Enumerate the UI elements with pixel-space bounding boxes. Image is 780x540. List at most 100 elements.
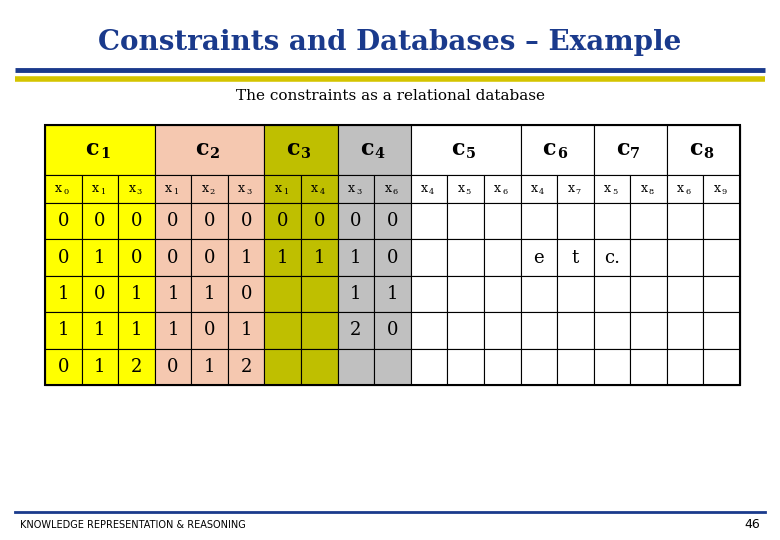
Text: 0: 0 xyxy=(167,358,179,376)
Text: c: c xyxy=(615,138,629,160)
Bar xyxy=(484,239,520,276)
Text: 5: 5 xyxy=(612,187,617,195)
Bar xyxy=(82,239,118,276)
Bar xyxy=(667,349,704,385)
Text: x: x xyxy=(531,181,538,194)
Text: 3: 3 xyxy=(246,187,251,195)
Bar xyxy=(630,175,667,203)
Text: 1: 1 xyxy=(94,248,105,267)
Text: c: c xyxy=(85,138,99,160)
Bar xyxy=(557,312,594,349)
Bar xyxy=(301,312,338,349)
Text: c: c xyxy=(689,138,703,160)
Text: 1: 1 xyxy=(131,285,142,303)
Bar xyxy=(448,239,484,276)
Bar xyxy=(45,125,154,175)
Bar xyxy=(82,276,118,312)
Text: 7: 7 xyxy=(630,147,640,161)
Bar xyxy=(118,349,154,385)
Text: x: x xyxy=(458,181,465,194)
Bar xyxy=(191,349,228,385)
Text: 0: 0 xyxy=(240,212,252,230)
Bar xyxy=(520,125,594,175)
Text: 4: 4 xyxy=(374,147,385,161)
Bar xyxy=(411,203,448,239)
Text: c.: c. xyxy=(604,248,620,267)
Text: x: x xyxy=(495,181,502,194)
Bar xyxy=(301,349,338,385)
Text: 2: 2 xyxy=(350,321,362,340)
Text: x: x xyxy=(421,181,428,194)
Bar xyxy=(338,175,374,203)
Bar xyxy=(704,239,740,276)
Bar xyxy=(594,239,630,276)
Bar xyxy=(374,276,411,312)
Bar xyxy=(191,175,228,203)
Bar xyxy=(264,312,301,349)
Text: x: x xyxy=(567,181,574,194)
Bar xyxy=(557,276,594,312)
Bar xyxy=(411,125,520,175)
Bar xyxy=(154,239,191,276)
Bar xyxy=(557,239,594,276)
Bar xyxy=(338,349,374,385)
Bar xyxy=(228,175,264,203)
Bar xyxy=(630,312,667,349)
Bar xyxy=(520,349,557,385)
Text: 0: 0 xyxy=(277,212,289,230)
Bar xyxy=(264,175,301,203)
Text: KNOWLEDGE REPRESENTATION & REASONING: KNOWLEDGE REPRESENTATION & REASONING xyxy=(20,520,246,530)
Text: 1: 1 xyxy=(173,187,178,195)
Text: 1: 1 xyxy=(350,248,362,267)
Text: 1: 1 xyxy=(167,285,179,303)
Bar xyxy=(630,349,667,385)
Text: 4: 4 xyxy=(539,187,544,195)
Text: 1: 1 xyxy=(100,187,105,195)
Text: x: x xyxy=(275,181,282,194)
Text: 1: 1 xyxy=(94,321,105,340)
Bar xyxy=(667,175,704,203)
Bar xyxy=(594,125,667,175)
Bar xyxy=(82,312,118,349)
Bar xyxy=(228,276,264,312)
Bar xyxy=(154,312,191,349)
Bar xyxy=(667,239,704,276)
Bar xyxy=(484,312,520,349)
Bar xyxy=(448,276,484,312)
Bar xyxy=(411,349,448,385)
Bar xyxy=(520,276,557,312)
Bar xyxy=(557,203,594,239)
Bar xyxy=(45,203,82,239)
Text: 6: 6 xyxy=(502,187,507,195)
Bar xyxy=(704,276,740,312)
Bar xyxy=(228,239,264,276)
Text: x: x xyxy=(55,181,62,194)
Bar xyxy=(118,239,154,276)
Bar xyxy=(45,312,82,349)
Text: 2: 2 xyxy=(210,147,220,161)
Text: 0: 0 xyxy=(387,248,399,267)
Text: 1: 1 xyxy=(350,285,362,303)
Bar xyxy=(448,349,484,385)
Bar xyxy=(228,203,264,239)
Text: 7: 7 xyxy=(576,187,580,195)
Bar xyxy=(704,175,740,203)
Bar xyxy=(82,203,118,239)
Text: The constraints as a relational database: The constraints as a relational database xyxy=(236,89,544,103)
Bar xyxy=(411,312,448,349)
Bar xyxy=(191,203,228,239)
Bar xyxy=(338,239,374,276)
Bar xyxy=(448,175,484,203)
Text: 0: 0 xyxy=(167,248,179,267)
Bar xyxy=(154,276,191,312)
Bar xyxy=(264,349,301,385)
Bar xyxy=(264,203,301,239)
Text: 6: 6 xyxy=(392,187,398,195)
Text: 0: 0 xyxy=(204,248,215,267)
Text: 0: 0 xyxy=(204,212,215,230)
Text: c: c xyxy=(195,138,208,160)
Bar xyxy=(338,203,374,239)
Text: 0: 0 xyxy=(387,212,399,230)
Bar xyxy=(594,349,630,385)
Text: 1: 1 xyxy=(314,248,325,267)
